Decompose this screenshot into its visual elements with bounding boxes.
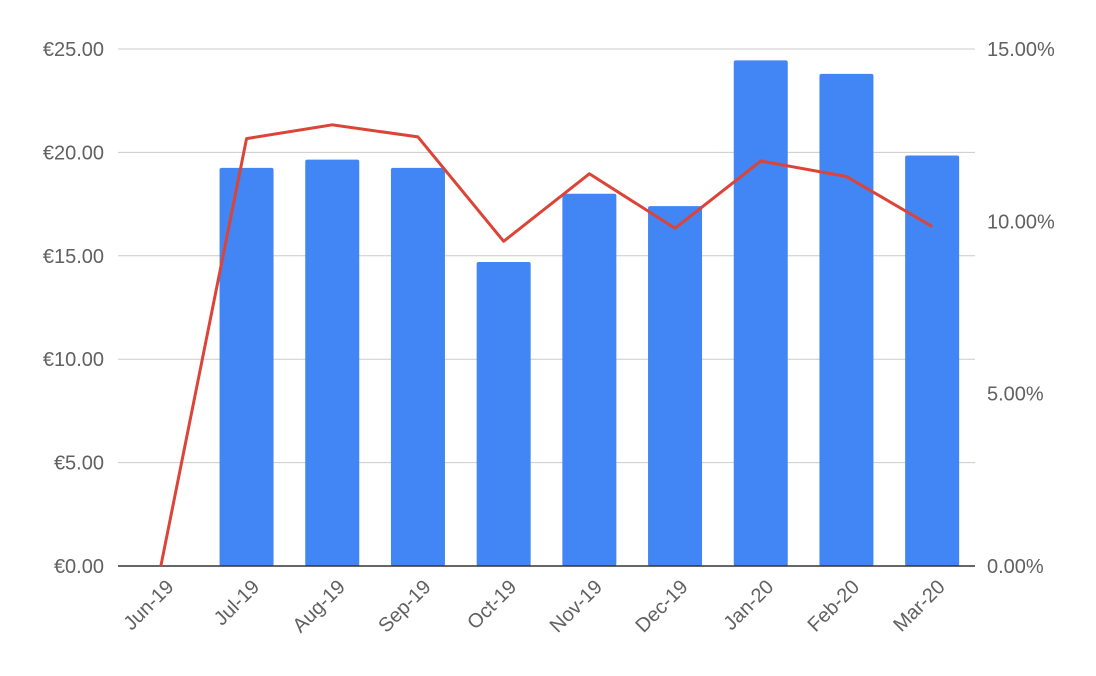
x-tick-label: Feb-20 [804,576,864,636]
right-tick-label: 5.00% [987,384,1044,406]
bar-Jul-19 [219,167,274,566]
x-tick-label: Dec-19 [631,576,692,637]
bar-series [219,60,960,567]
left-tick-label: €5.00 [54,453,104,475]
left-tick-label: €0.00 [54,556,104,578]
right-tick-label: 0.00% [987,556,1044,578]
x-tick-label: Jun-19 [120,576,179,635]
bar-Mar-20 [905,155,960,566]
x-tick-label: Oct-19 [463,576,521,634]
x-tick-label: Jan-20 [719,576,778,635]
right-tick-label: 15.00% [987,39,1055,61]
x-tick-label: Nov-19 [546,576,607,637]
bar-Sep-19 [390,167,445,566]
x-tick-label: Jul-19 [210,576,264,630]
x-axis-tick-labels: Jun-19 Jul-19 Aug-19 Sep-19 Oct-19 Nov-19 Dec-… [120,576,950,637]
bar-Dec-19 [648,206,703,566]
right-tick-label: 10.00% [987,211,1055,233]
right-axis-tick-labels: 0.00% 5.00% 10.00% 15.00% [987,39,1055,578]
x-tick-label: Sep-19 [374,576,435,637]
bar-Oct-19 [476,262,531,566]
left-tick-label: €15.00 [43,246,104,268]
bar-Feb-20 [819,73,874,566]
left-tick-label: €25.00 [43,39,104,61]
line-series [159,123,933,567]
bar-Jan-20 [733,60,788,567]
x-tick-label: Mar-20 [889,576,949,636]
left-axis-tick-labels: €0.00 €5.00 €10.00 €15.00 €20.00 €25.00 [43,39,104,578]
bar-Nov-19 [562,193,617,566]
left-tick-label: €20.00 [43,142,104,164]
bar-Aug-19 [305,159,360,566]
x-tick-label: Aug-19 [289,576,350,637]
left-tick-label: €10.00 [43,349,104,371]
